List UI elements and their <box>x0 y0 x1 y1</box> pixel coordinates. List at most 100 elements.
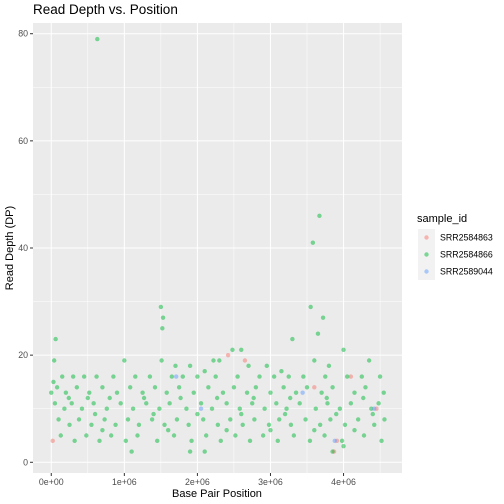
data-point <box>118 401 123 406</box>
data-point <box>323 374 328 379</box>
data-point <box>317 213 322 219</box>
data-point <box>70 374 76 379</box>
data-point <box>312 385 317 390</box>
data-point <box>372 406 377 411</box>
legend: sample_id SRR2584863 SRR2584866 SRR2589044 <box>417 213 493 280</box>
data-point <box>339 438 345 444</box>
data-point <box>113 422 118 427</box>
data-point <box>313 406 318 411</box>
data-point <box>123 438 128 444</box>
data-point <box>363 385 368 390</box>
data-point <box>76 417 82 422</box>
data-point <box>297 401 302 406</box>
data-point <box>211 358 216 363</box>
data-point <box>288 395 293 401</box>
chart-title: Read Depth vs. Position <box>33 2 178 17</box>
data-point <box>370 411 375 417</box>
data-point <box>72 438 77 444</box>
data-point <box>155 438 160 444</box>
data-point <box>324 395 329 401</box>
data-point <box>164 390 169 395</box>
data-point <box>319 390 324 395</box>
data-point <box>359 374 365 379</box>
data-point <box>334 411 339 417</box>
data-point <box>180 374 185 379</box>
major-gridlines <box>33 23 402 473</box>
y-axis-title: Read Depth (DP) <box>4 206 16 290</box>
legend-swatch <box>424 269 429 274</box>
data-point <box>195 374 200 379</box>
data-point <box>308 304 313 310</box>
data-point <box>230 347 235 352</box>
data-point <box>129 449 134 454</box>
data-point <box>209 406 215 411</box>
data-point <box>326 363 332 369</box>
data-point <box>382 417 387 422</box>
data-point <box>237 406 242 411</box>
data-point <box>201 417 206 422</box>
data-point <box>341 444 346 449</box>
data-point <box>240 422 245 427</box>
data-point <box>361 395 366 401</box>
y-tick-label: 60 <box>18 136 28 146</box>
data-point <box>56 417 61 422</box>
data-point <box>97 438 102 444</box>
data-point <box>330 449 335 454</box>
data-point <box>291 433 297 438</box>
data-point <box>312 427 317 433</box>
data-point <box>372 422 377 427</box>
data-point <box>257 374 262 379</box>
data-point <box>173 363 178 369</box>
data-point <box>162 422 167 427</box>
data-point <box>224 427 229 433</box>
x-tick-label: 4e+06 <box>331 477 356 487</box>
data-point <box>52 401 58 406</box>
data-point <box>282 411 288 417</box>
data-point <box>286 374 291 379</box>
data-point <box>79 406 85 411</box>
data-point <box>174 374 179 379</box>
data-point <box>178 395 183 401</box>
data-point <box>114 390 120 395</box>
data-point <box>198 406 204 411</box>
data-point <box>231 385 237 390</box>
data-point <box>342 422 348 427</box>
y-tick-label: 40 <box>18 243 28 253</box>
data-point <box>242 358 248 363</box>
data-point <box>312 358 317 363</box>
data-point <box>51 379 56 385</box>
data-point <box>66 395 72 401</box>
data-point <box>158 304 164 310</box>
data-point <box>135 433 140 438</box>
data-point <box>274 401 279 406</box>
data-point <box>244 390 250 395</box>
data-point <box>63 390 69 395</box>
data-point <box>247 438 253 444</box>
data-point <box>225 352 231 358</box>
legend-title: sample_id <box>417 213 467 225</box>
data-point <box>102 417 107 422</box>
data-point <box>279 369 284 374</box>
data-point <box>125 417 131 422</box>
data-point <box>111 374 116 379</box>
data-point <box>320 315 326 320</box>
data-point <box>284 406 289 411</box>
data-point <box>303 417 308 422</box>
data-point <box>228 417 233 422</box>
x-tick-label: 0e+00 <box>39 477 64 487</box>
data-point <box>348 401 354 406</box>
x-tick-label: 3e+06 <box>258 477 283 487</box>
data-point <box>264 363 270 369</box>
data-point <box>157 406 162 411</box>
data-point <box>49 390 54 395</box>
data-point <box>60 374 65 379</box>
data-point <box>217 358 222 363</box>
x-tick-label: 1e+06 <box>112 477 137 487</box>
data-point <box>140 390 145 395</box>
y-tick-label: 20 <box>18 350 28 360</box>
data-point <box>165 427 171 433</box>
data-point <box>262 406 267 411</box>
data-point <box>277 417 282 422</box>
y-tick-label: 0 <box>23 457 28 467</box>
data-point <box>235 374 240 379</box>
